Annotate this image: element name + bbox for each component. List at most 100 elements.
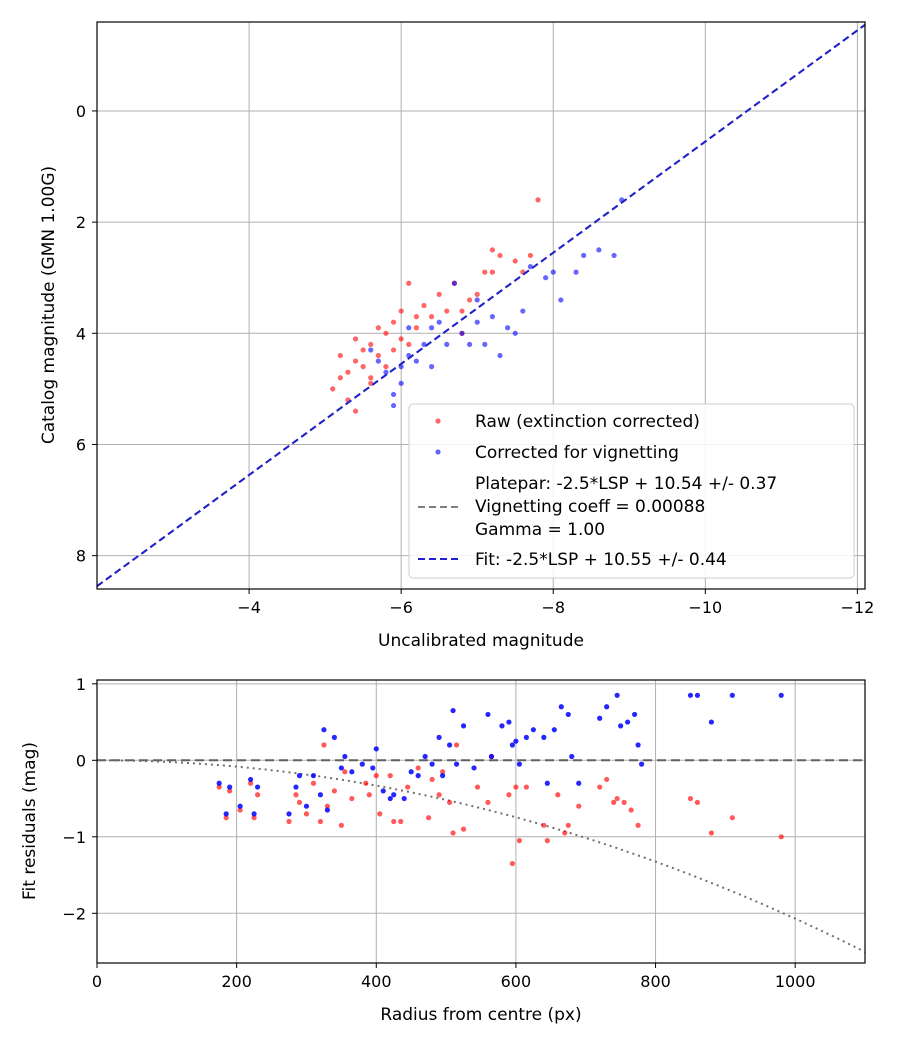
bottom-x-tick-label: 800 [640, 972, 671, 991]
raw-point [352, 336, 359, 342]
legend-label-corrected: Corrected for vignetting [475, 443, 679, 463]
raw-residual-point [565, 822, 571, 828]
corrected-point [474, 297, 480, 303]
raw-point [390, 347, 397, 353]
corrected-residual-point [408, 769, 414, 775]
corrected-residual-point [708, 719, 715, 725]
corrected-residual-point [506, 719, 512, 725]
raw-residual-point [338, 822, 344, 828]
raw-residual-point [576, 803, 582, 809]
corrected-residual-point [499, 723, 505, 729]
raw-point [436, 291, 442, 297]
legend-box [408, 403, 855, 579]
corrected-point [390, 391, 397, 398]
raw-point [413, 325, 419, 331]
raw-point [337, 375, 343, 381]
raw-residual-point [377, 811, 383, 817]
raw-point [489, 269, 496, 275]
bottom-y-tick-label: 1 [76, 675, 86, 694]
raw-point [360, 364, 366, 370]
raw-point [406, 341, 412, 348]
corrected-residual-point [415, 773, 421, 779]
raw-point [330, 386, 336, 392]
raw-residual-point [342, 769, 348, 775]
bottom-x-tick-label: 0 [92, 972, 102, 991]
raw-residual-point [248, 780, 254, 786]
corrected-residual-point [569, 753, 575, 760]
raw-residual-point [544, 838, 550, 844]
bottom-x-tick-label: 400 [361, 972, 392, 991]
bottom-grid [96, 680, 865, 963]
corrected-point [413, 358, 419, 364]
corrected-point [512, 330, 518, 336]
corrected-point [383, 369, 389, 375]
corrected-point [596, 247, 602, 253]
raw-residual-point [614, 795, 620, 802]
bottom-x-axis-label: Radius from centre (px) [380, 1005, 581, 1025]
corrected-residual-point [565, 711, 571, 718]
corrected-residual-point [614, 692, 620, 698]
corrected-residual-point [324, 807, 330, 813]
raw-residual-point [506, 792, 512, 798]
fit-line [96, 23, 866, 588]
raw-residual-point [426, 815, 432, 821]
corrected-residual-point [422, 753, 428, 760]
corrected-residual-point [471, 765, 477, 771]
raw-residual-point [286, 818, 292, 825]
raw-residual-point [440, 769, 446, 775]
bottom-x-tick-label: 600 [501, 972, 532, 991]
raw-residual-point [296, 799, 303, 805]
legend-label-platepar-line2: Vignetting coeff = 0.00088 [475, 497, 705, 517]
bottom-y-axis-label: Fit residuals (mag) [20, 742, 40, 900]
corrected-residual-point [460, 723, 467, 729]
corrected-residual-point [387, 795, 393, 802]
raw-point [459, 308, 465, 314]
corrected-point [428, 325, 435, 331]
bottom-ticks: 0 200 400 600 800 1000 1 0 −1 −2 [62, 675, 815, 991]
corrected-point [390, 402, 397, 409]
raw-point [406, 280, 412, 286]
corrected-residual-point [293, 784, 299, 790]
corrected-residual-point [625, 719, 631, 725]
top-plot-area [96, 23, 866, 588]
corrected-residual-point [544, 780, 550, 786]
corrected-residual-point [632, 711, 638, 718]
raw-residual-point [387, 773, 393, 779]
top-x-tick-label: −10 [688, 598, 722, 617]
raw-residual-point [628, 807, 634, 813]
raw-point [383, 330, 389, 336]
corrected-residual-point [453, 761, 460, 767]
corrected-point [611, 252, 617, 259]
raw-residual-point [635, 822, 641, 828]
corrected-residual-point [485, 711, 491, 718]
corrected-point [368, 347, 374, 353]
raw-residual-point [251, 815, 257, 821]
corrected-residual-point [342, 753, 348, 760]
corrected-point [573, 269, 579, 275]
corrected-residual-point [237, 803, 243, 809]
raw-point [375, 352, 381, 359]
raw-residual-point [604, 776, 610, 783]
corrected-residual-point [338, 765, 344, 771]
corrected-residual-point [254, 784, 261, 790]
corrected-residual-point [251, 811, 257, 817]
top-panel: −4 −6 −8 −10 −12 0 2 4 6 8 Uncalibrated magnitude… [39, 21, 874, 651]
corrected-point [489, 314, 496, 320]
corrected-residual-point [530, 727, 536, 733]
corrected-point [421, 341, 427, 348]
raw-residual-point [555, 792, 561, 798]
corrected-residual-point [401, 795, 407, 802]
raw-residual-point [331, 788, 337, 794]
legend-label-raw: Raw (extinction corrected) [475, 412, 700, 432]
corrected-residual-point [638, 761, 645, 767]
raw-residual-point [453, 742, 460, 748]
corrected-residual-point [558, 704, 564, 710]
corrected-residual-point [223, 811, 229, 817]
corrected-residual-point [604, 704, 610, 710]
raw-point [375, 325, 381, 331]
raw-residual-point [303, 811, 310, 817]
bottom-panel: 0 200 400 600 800 1000 1 0 −1 −2 Radius from cent… [20, 675, 866, 1025]
corrected-point [550, 269, 556, 275]
bottom-y-tick-label: 0 [76, 751, 86, 770]
